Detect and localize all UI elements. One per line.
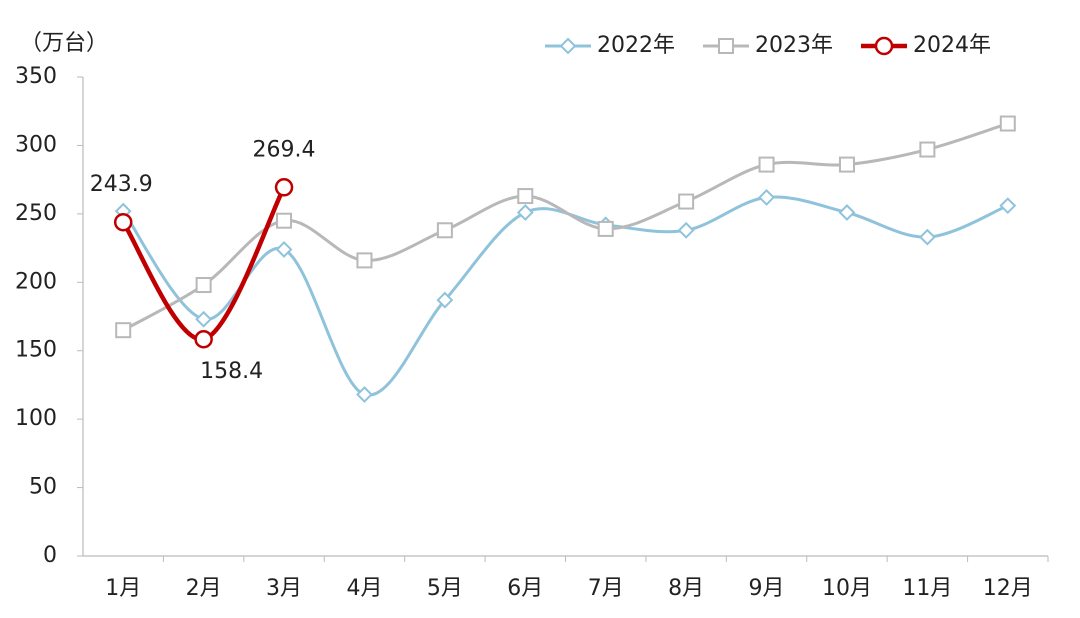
marker bbox=[918, 228, 936, 246]
marker bbox=[718, 38, 734, 54]
marker bbox=[356, 386, 373, 403]
marker bbox=[516, 204, 534, 221]
marker bbox=[919, 141, 936, 158]
x-tick-label: 7月 bbox=[588, 576, 624, 601]
data-label: 243.9 bbox=[90, 172, 153, 197]
y-tick-label: 150 bbox=[15, 338, 57, 363]
marker bbox=[195, 310, 213, 328]
marker bbox=[999, 115, 1016, 132]
x-tick-label: 9月 bbox=[749, 576, 785, 601]
marker bbox=[194, 329, 213, 349]
marker bbox=[275, 241, 293, 258]
marker bbox=[597, 220, 614, 237]
y-axis-label: （万台） bbox=[20, 31, 108, 56]
x-tick-label: 3月 bbox=[266, 576, 302, 601]
x-tick-label: 2月 bbox=[186, 576, 222, 601]
marker bbox=[838, 156, 855, 173]
marker bbox=[758, 189, 775, 206]
x-tick-label: 5月 bbox=[427, 576, 463, 601]
marker bbox=[115, 322, 132, 339]
marker bbox=[677, 221, 695, 239]
x-tick-label: 1月 bbox=[105, 576, 141, 601]
y-tick-label: 300 bbox=[15, 132, 57, 157]
marker bbox=[559, 37, 577, 55]
x-tick-label: 11月 bbox=[902, 576, 952, 601]
marker bbox=[356, 252, 373, 269]
marker bbox=[517, 188, 534, 205]
y-tick-label: 200 bbox=[15, 269, 57, 294]
legend-label: 2024年 bbox=[913, 33, 991, 58]
data-label: 269.4 bbox=[253, 137, 316, 162]
legend-label: 2023年 bbox=[755, 33, 833, 58]
marker bbox=[999, 197, 1017, 215]
marker bbox=[678, 193, 695, 210]
y-tick-label: 50 bbox=[29, 475, 57, 500]
legend-label: 2022年 bbox=[597, 33, 675, 58]
y-tick-label: 250 bbox=[15, 201, 57, 226]
x-tick-label: 12月 bbox=[983, 576, 1033, 601]
marker bbox=[195, 277, 212, 294]
marker bbox=[874, 36, 894, 56]
marker bbox=[436, 222, 453, 239]
marker bbox=[276, 212, 293, 229]
marker bbox=[436, 291, 454, 309]
marker bbox=[113, 212, 133, 232]
x-tick-label: 10月 bbox=[822, 576, 872, 601]
marker bbox=[838, 204, 856, 221]
x-tick-label: 8月 bbox=[668, 576, 704, 601]
x-tick-label: 6月 bbox=[507, 576, 543, 601]
marker bbox=[274, 178, 294, 197]
y-tick-label: 0 bbox=[43, 543, 57, 568]
y-tick-label: 350 bbox=[15, 64, 57, 89]
y-tick-label: 100 bbox=[15, 406, 57, 431]
data-label: 158.4 bbox=[200, 359, 263, 384]
x-tick-label: 4月 bbox=[346, 576, 382, 601]
marker bbox=[758, 156, 775, 173]
